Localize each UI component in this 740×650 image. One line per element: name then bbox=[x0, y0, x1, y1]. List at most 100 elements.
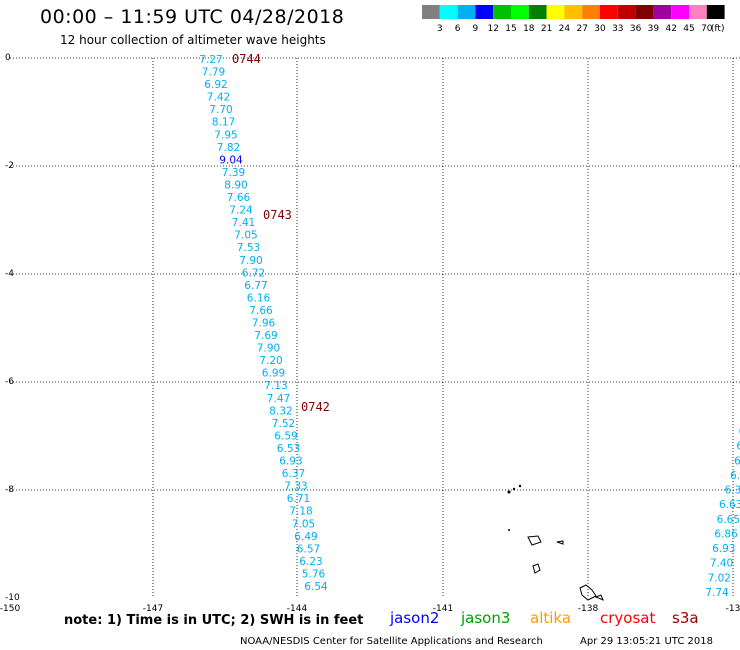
longitude-tick-label: -13 bbox=[726, 604, 740, 614]
wave-height-value: 6.71 bbox=[287, 493, 310, 505]
legend-label: 3 bbox=[437, 24, 443, 34]
legend-swatch bbox=[511, 5, 529, 19]
longitude-tick-label: -144 bbox=[287, 604, 308, 614]
wave-height-value: 6.23 bbox=[299, 556, 322, 568]
legend-swatch bbox=[475, 5, 494, 19]
wave-height-value: 6 bbox=[736, 441, 740, 453]
legend-swatch bbox=[493, 5, 511, 19]
legend-swatch bbox=[528, 5, 547, 19]
wave-height-value: 7.52 bbox=[272, 418, 295, 430]
legend-swatch bbox=[706, 5, 725, 19]
wave-height-value: 7.05 bbox=[292, 518, 315, 530]
legend-label: 18 bbox=[523, 24, 535, 34]
legend-swatch bbox=[671, 5, 689, 19]
wave-height-value: 7.02 bbox=[708, 572, 731, 584]
longitude-tick-label: -147 bbox=[143, 604, 163, 614]
wave-height-value: 6 bbox=[739, 426, 740, 438]
legend-swatch bbox=[635, 5, 654, 19]
wave-height-value: 6.63 bbox=[719, 499, 740, 511]
wave-height-value: 7.13 bbox=[264, 380, 287, 392]
mission-jason3: jason3 bbox=[461, 609, 511, 627]
legend-swatch bbox=[457, 5, 476, 19]
track-time-label: 0744 bbox=[232, 52, 261, 66]
wave-height-value: 7.05 bbox=[234, 230, 257, 242]
legend-label: 30 bbox=[594, 24, 606, 34]
wave-height-value: 6.37 bbox=[282, 468, 305, 480]
legend-label: 9 bbox=[473, 24, 479, 34]
wave-height-value: 5.76 bbox=[302, 568, 326, 580]
legend-swatch bbox=[439, 5, 458, 19]
wave-height-value: 7.20 bbox=[259, 355, 282, 367]
wave-height-value: 6.86 bbox=[714, 528, 738, 540]
legend-label: 24 bbox=[559, 24, 571, 34]
latitude-tick-label: -10 bbox=[5, 593, 20, 603]
wave-height-value: 7.53 bbox=[237, 242, 260, 254]
latitude-tick-label: -2 bbox=[5, 161, 14, 171]
mission-cryosat: cryosat bbox=[600, 609, 656, 627]
track-time-labels: 0744 0743 0742 bbox=[232, 52, 330, 414]
track-time-label: 0743 bbox=[263, 208, 292, 222]
wave-height-value: 8.90 bbox=[224, 179, 247, 191]
legend-swatch bbox=[600, 5, 618, 19]
wave-height-value: 7.18 bbox=[289, 506, 312, 518]
latitude-tick-label: -6 bbox=[5, 377, 14, 387]
lat-lon-grid: 0 -2 -4 -6 -8 -10-150 -147 -144 -141 -138 -13 bbox=[0, 53, 740, 614]
legend-swatch bbox=[564, 5, 583, 19]
wave-height-value: 6.16 bbox=[247, 292, 271, 304]
legend-label: 27 bbox=[576, 24, 587, 34]
wave-height-value: 6.93 bbox=[279, 456, 302, 468]
wave-height-value: 7.95 bbox=[214, 129, 237, 141]
island-outline bbox=[518, 484, 522, 488]
legend-label: 15 bbox=[505, 24, 516, 34]
wave-height-value: 7.27 bbox=[199, 54, 222, 66]
wave-height-value: 7.90 bbox=[239, 255, 262, 267]
latitude-tick-label: 0 bbox=[5, 53, 11, 63]
latitude-tick-label: -8 bbox=[5, 485, 14, 495]
legend-label: 33 bbox=[612, 24, 623, 34]
mission-jason2: jason2 bbox=[390, 609, 440, 627]
wave-height-value: 6.93 bbox=[712, 543, 735, 555]
wave-height-value: 7.66 bbox=[249, 305, 273, 317]
island-outline bbox=[508, 529, 510, 531]
wave-height-value: 7.70 bbox=[209, 104, 232, 116]
wave-height-value: 6.59 bbox=[274, 430, 297, 442]
wave-height-value: 7.47 bbox=[267, 393, 290, 405]
wave-height-value: 6.65 bbox=[717, 514, 740, 526]
legend-label: 12 bbox=[487, 24, 498, 34]
wave-height-value: 6.53 bbox=[277, 443, 300, 455]
wave-height-value: 7.82 bbox=[217, 142, 240, 154]
legend-label: 42 bbox=[665, 24, 676, 34]
island-outlines bbox=[507, 484, 604, 601]
track-time-label: 0742 bbox=[301, 400, 330, 414]
legend-label: 21 bbox=[541, 24, 552, 34]
map-subtitle: 12 hour collection of altimeter wave hei… bbox=[60, 33, 326, 47]
legend-label: 6 bbox=[455, 24, 461, 34]
wave-height-value: 7.96 bbox=[252, 318, 276, 330]
wave-height-value: 6.57 bbox=[297, 543, 320, 555]
latitude-tick-label: -4 bbox=[5, 269, 14, 279]
island-outline bbox=[527, 535, 542, 546]
legend-label: 36 bbox=[630, 24, 642, 34]
map-title: 00:00 – 11:59 UTC 04/28/2018 bbox=[40, 6, 345, 28]
island-outline bbox=[512, 487, 516, 491]
wave-height-value: 9.04 bbox=[219, 154, 243, 166]
wave-height-value: 7.66 bbox=[227, 192, 251, 204]
footer-note: note: 1) Time is in UTC; 2) SWH is in fe… bbox=[64, 613, 364, 628]
wave-height-value: 8.17 bbox=[212, 117, 235, 129]
wave-height-value: 6. bbox=[730, 470, 740, 482]
island-outline bbox=[556, 540, 564, 545]
wave-height-value: 7.39 bbox=[222, 167, 245, 179]
legend-swatch bbox=[653, 5, 672, 19]
longitude-tick-label: -150 bbox=[0, 604, 20, 614]
wave-height-value: 6.3 bbox=[725, 485, 740, 497]
legend-swatch bbox=[422, 5, 440, 19]
wave-height-value: 7.41 bbox=[232, 217, 255, 229]
wave-height-value: 6.49 bbox=[294, 531, 317, 543]
mission-altika: altika bbox=[530, 609, 572, 627]
island-outline bbox=[579, 584, 597, 601]
wave-height-value: 7.74 bbox=[705, 587, 729, 599]
longitude-tick-label: -141 bbox=[433, 604, 453, 614]
island-outline bbox=[507, 490, 511, 494]
wave-height-value: 7.40 bbox=[710, 558, 733, 570]
legend-swatch bbox=[689, 5, 707, 19]
